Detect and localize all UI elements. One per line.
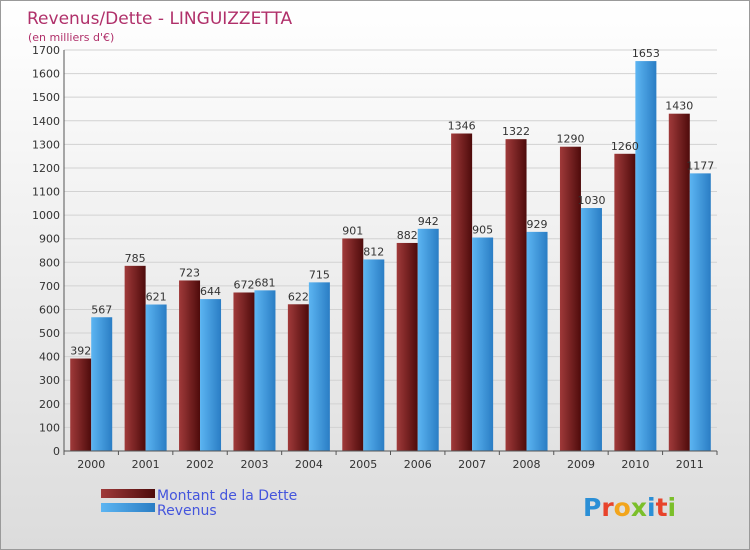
y-tick-label: 900	[39, 233, 60, 246]
debt-bar	[70, 358, 92, 451]
debt-bar	[614, 153, 636, 451]
y-tick-label: 400	[39, 351, 60, 364]
debt-bar	[668, 113, 690, 451]
revenue-bar	[689, 173, 711, 452]
revenue-bar	[363, 259, 385, 451]
y-tick-label: 700	[39, 280, 60, 293]
debt-value-label: 1346	[448, 120, 476, 133]
revenue-value-label: 1030	[577, 194, 605, 207]
debt-value-label: 1430	[665, 100, 693, 113]
revenue-bar	[472, 237, 494, 451]
x-tick-label: 2002	[186, 458, 214, 471]
debt-bar	[559, 146, 581, 451]
revenue-value-label: 681	[254, 276, 275, 289]
x-tick-label: 2003	[240, 458, 268, 471]
revenue-value-label: 715	[309, 268, 330, 281]
legend: Montant de la Dette Revenus	[101, 488, 297, 519]
debt-value-label: 723	[179, 266, 200, 279]
x-tick-label: 2006	[404, 458, 432, 471]
revenue-bar	[200, 299, 222, 451]
chart-subtitle: (en milliers d'€)	[28, 31, 114, 44]
legend-swatch-revenue	[101, 503, 155, 512]
debt-value-label: 672	[233, 278, 254, 291]
revenue-value-label: 567	[91, 303, 112, 316]
y-tick-label: 0	[53, 445, 60, 458]
x-tick-label: 2009	[567, 458, 595, 471]
y-tick-label: 1700	[32, 44, 60, 57]
revenue-bar	[308, 282, 330, 451]
debt-value-label: 882	[397, 229, 418, 242]
x-tick-label: 2004	[295, 458, 323, 471]
debt-bar	[396, 242, 418, 451]
x-tick-label: 2005	[349, 458, 377, 471]
debt-bar	[505, 139, 527, 452]
y-tick-label: 1600	[32, 68, 60, 81]
y-tick-label: 600	[39, 303, 60, 316]
revenue-bar	[417, 228, 439, 451]
y-tick-label: 1400	[32, 115, 60, 128]
y-tick-label: 1000	[32, 209, 60, 222]
x-tick-label: 2011	[676, 458, 704, 471]
debt-bar	[179, 280, 201, 451]
debt-bar	[287, 304, 309, 451]
legend-label-debt: Montant de la Dette	[157, 488, 297, 504]
debt-bar	[124, 265, 146, 451]
revenue-value-label: 1177	[686, 159, 714, 172]
svg-text:Proxiti: Proxiti	[583, 493, 676, 522]
y-tick-label: 1100	[32, 186, 60, 199]
revenue-value-label: 621	[146, 291, 167, 304]
revenue-value-label: 812	[363, 245, 384, 258]
debt-value-label: 1290	[556, 133, 584, 146]
revenue-bar	[635, 61, 657, 451]
chart-title: Revenus/Dette - LINGUIZZETTA	[27, 9, 292, 29]
debt-bar	[342, 238, 364, 451]
x-tick-label: 2007	[458, 458, 486, 471]
revenue-value-label: 644	[200, 285, 221, 298]
debt-value-label: 901	[342, 224, 363, 237]
x-tick-label: 2001	[132, 458, 160, 471]
revenue-value-label: 942	[418, 215, 439, 228]
y-tick-label: 1500	[32, 91, 60, 104]
debt-bar	[451, 133, 473, 451]
revenue-bar	[254, 290, 276, 451]
revenue-value-label: 929	[527, 218, 548, 231]
debt-value-label: 1260	[611, 140, 639, 153]
y-tick-label: 100	[39, 421, 60, 434]
proxiti-logo: Proxiti	[583, 493, 676, 522]
debt-value-label: 785	[125, 252, 146, 265]
debt-value-label: 392	[70, 345, 91, 358]
y-tick-label: 300	[39, 374, 60, 387]
y-tick-label: 500	[39, 327, 60, 340]
x-tick-label: 2010	[621, 458, 649, 471]
debt-value-label: 1322	[502, 125, 530, 138]
revenue-bar	[91, 317, 113, 451]
y-tick-label: 1300	[32, 138, 60, 151]
x-tick-label: 2008	[513, 458, 541, 471]
debt-value-label: 622	[288, 290, 309, 303]
x-tick-label: 2000	[77, 458, 105, 471]
revenue-bar	[526, 231, 548, 451]
revenue-value-label: 905	[472, 224, 493, 237]
debt-bar	[233, 292, 255, 451]
y-tick-label: 800	[39, 256, 60, 269]
legend-swatch-debt	[101, 489, 155, 498]
legend-label-revenue: Revenus	[157, 503, 217, 519]
y-tick-label: 1200	[32, 162, 60, 175]
revenue-bar	[580, 208, 602, 451]
y-tick-label: 200	[39, 398, 60, 411]
revenue-value-label: 1653	[632, 47, 660, 60]
revenue-bar	[145, 304, 167, 451]
